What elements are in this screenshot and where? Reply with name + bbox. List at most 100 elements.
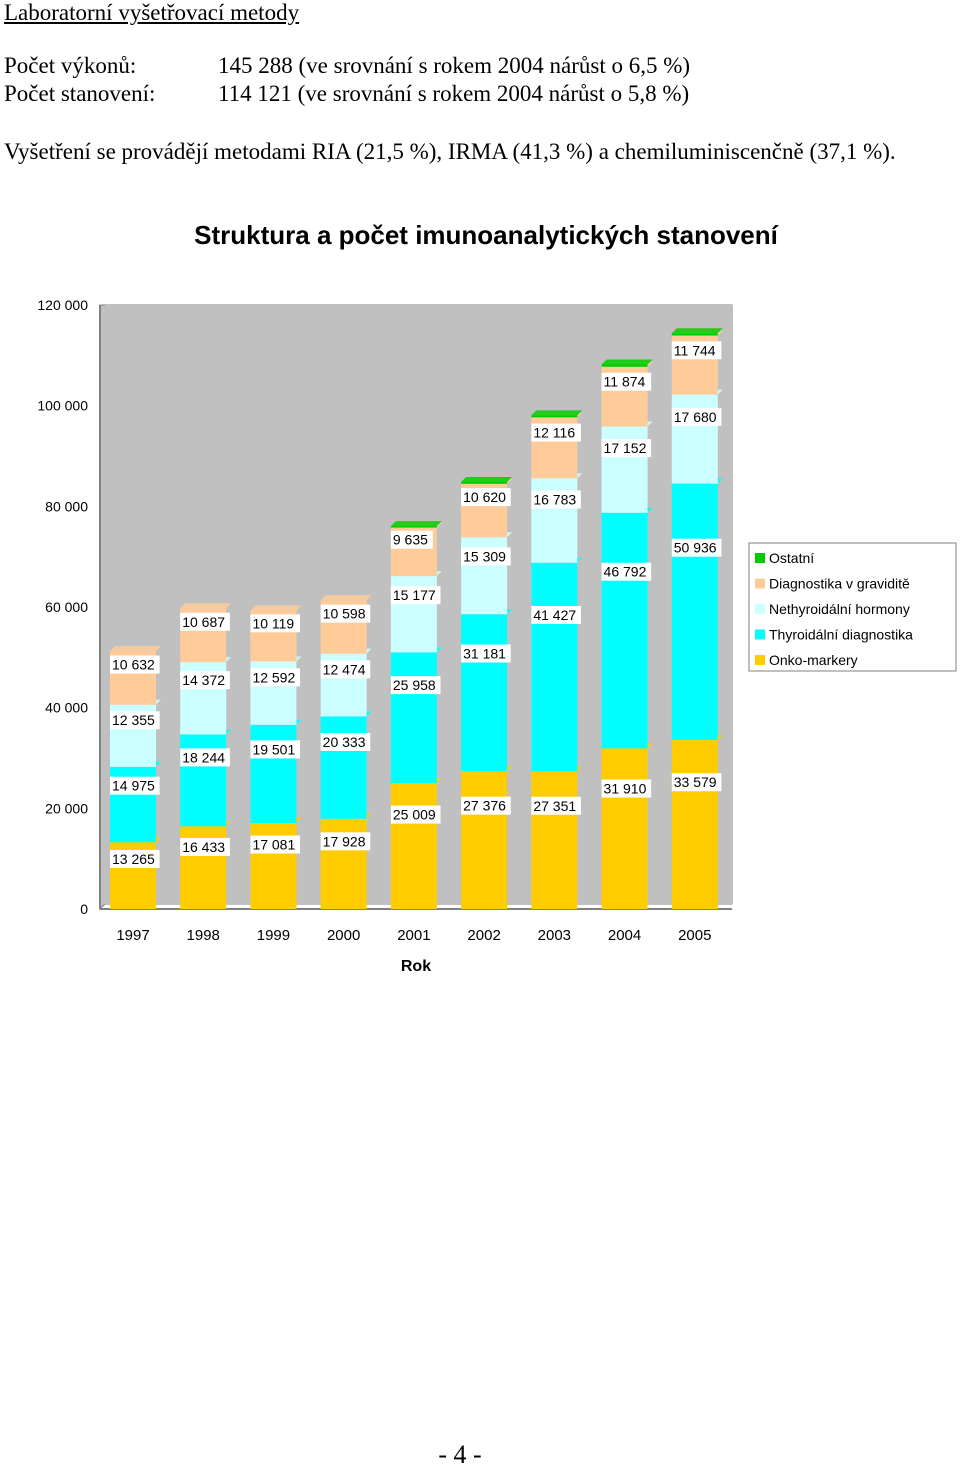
data-label: 50 936 xyxy=(674,540,717,556)
data-label: 10 687 xyxy=(182,614,225,630)
data-label-bg xyxy=(250,740,301,759)
row-value-stanoveni: 114 121 (ve srovnání s rokem 2004 nárůst… xyxy=(218,81,690,106)
data-label: 27 351 xyxy=(533,798,576,814)
data-label: 33 579 xyxy=(674,774,717,790)
bar-top-face xyxy=(180,603,232,609)
y-tick-label: 20 000 xyxy=(45,800,88,816)
data-label: 15 177 xyxy=(393,587,436,603)
data-label-bg xyxy=(531,490,581,509)
legend-label: Ostatní xyxy=(769,550,814,566)
data-label: 14 372 xyxy=(182,672,225,688)
legend-swatch xyxy=(755,655,765,665)
data-label: 12 474 xyxy=(323,661,366,677)
data-label: 25 009 xyxy=(393,807,436,823)
data-label: 15 309 xyxy=(463,548,506,564)
x-tick-label: 2000 xyxy=(327,927,360,944)
data-label-bg xyxy=(531,796,581,815)
x-tick-label: 1998 xyxy=(187,927,220,944)
data-label-bg xyxy=(250,835,301,854)
x-tick-label: 2005 xyxy=(678,927,711,944)
bar-segment xyxy=(671,483,718,740)
x-tick-label: 1999 xyxy=(257,927,290,944)
y-tick-label: 40 000 xyxy=(45,700,88,716)
data-label-bg xyxy=(461,644,511,663)
data-label: 10 632 xyxy=(112,657,155,673)
x-tick-label: 2002 xyxy=(467,927,500,944)
legend-swatch xyxy=(755,629,765,640)
data-label-bg xyxy=(390,586,441,605)
data-label: 16 433 xyxy=(182,839,225,855)
legend-label: Diagnostika v graviditě xyxy=(769,576,910,592)
bar-segment xyxy=(180,734,227,827)
methods-paragraph: Vyšetření se provádějí metodami RIA (21,… xyxy=(4,139,896,164)
bar-segment xyxy=(461,771,508,909)
bar-top-face xyxy=(461,476,513,482)
data-label: 19 501 xyxy=(252,741,295,757)
bar-top-face xyxy=(601,359,653,365)
data-label-bg xyxy=(671,341,722,360)
bar-top-face xyxy=(110,646,161,652)
data-label-bg xyxy=(110,776,160,795)
legend-label: Nethyroidální hormony xyxy=(769,601,910,617)
data-label: 18 244 xyxy=(182,749,225,765)
legend-swatch xyxy=(755,553,765,563)
bar-segment xyxy=(461,614,508,772)
y-tick-label: 120 000 xyxy=(37,297,88,313)
data-label: 31 181 xyxy=(463,645,506,661)
bar-top-face xyxy=(390,521,442,527)
data-label: 12 116 xyxy=(533,425,575,441)
data-label: 16 783 xyxy=(533,491,576,507)
x-tick-label: 2003 xyxy=(538,927,571,944)
data-label-bg xyxy=(320,733,371,752)
bar-segment xyxy=(671,333,718,336)
data-label-bg xyxy=(601,439,652,458)
legend-swatch xyxy=(755,604,765,614)
bar-segment xyxy=(320,716,367,819)
data-label-bg xyxy=(671,407,722,426)
data-label-bg xyxy=(671,773,722,792)
bar-segment xyxy=(320,818,367,909)
bar-segment xyxy=(390,526,437,528)
data-label: 31 910 xyxy=(604,781,647,797)
bar-top-face xyxy=(531,410,583,416)
data-label: 17 152 xyxy=(604,440,647,456)
data-label-bg xyxy=(110,711,160,730)
data-label: 17 928 xyxy=(323,833,366,849)
data-label-bg xyxy=(390,805,441,824)
data-label-bg xyxy=(250,668,301,687)
data-label-bg xyxy=(180,671,230,690)
bar-segment xyxy=(601,748,648,909)
bar-top-face xyxy=(250,605,302,611)
data-label-bg xyxy=(180,837,230,856)
data-label-bg xyxy=(180,612,230,631)
bar-segment xyxy=(531,562,578,772)
data-label: 14 975 xyxy=(112,778,155,794)
y-tick-label: 80 000 xyxy=(45,498,88,514)
bar-segment xyxy=(250,724,297,824)
data-label-bg xyxy=(110,849,160,868)
data-label-bg xyxy=(671,538,722,557)
data-label: 46 792 xyxy=(604,564,647,580)
data-label: 41 427 xyxy=(533,607,576,623)
data-label: 10 598 xyxy=(323,606,366,622)
bar-top-face xyxy=(671,328,723,334)
legend-label: Onko-markery xyxy=(769,652,858,668)
data-label: 17 680 xyxy=(674,409,717,425)
x-tick-label: 1997 xyxy=(116,927,149,944)
legend-label: Thyroidální diagnostika xyxy=(769,627,913,643)
bar-segment xyxy=(390,652,437,784)
data-label-bg xyxy=(461,796,511,815)
data-label-bg xyxy=(461,547,511,566)
data-label: 13 265 xyxy=(112,851,155,867)
data-label: 10 119 xyxy=(252,615,294,631)
bar-segment xyxy=(461,481,508,484)
data-label-bg xyxy=(180,748,230,767)
y-tick-label: 60 000 xyxy=(45,599,88,615)
y-tick-label: 0 xyxy=(80,901,88,917)
data-label-bg xyxy=(390,530,433,549)
data-label-bg xyxy=(601,372,652,391)
data-label-bg xyxy=(320,604,371,623)
row-value-vykony: 145 288 (ve srovnání s rokem 2004 nárůst… xyxy=(218,53,691,78)
data-label-bg xyxy=(601,562,652,581)
